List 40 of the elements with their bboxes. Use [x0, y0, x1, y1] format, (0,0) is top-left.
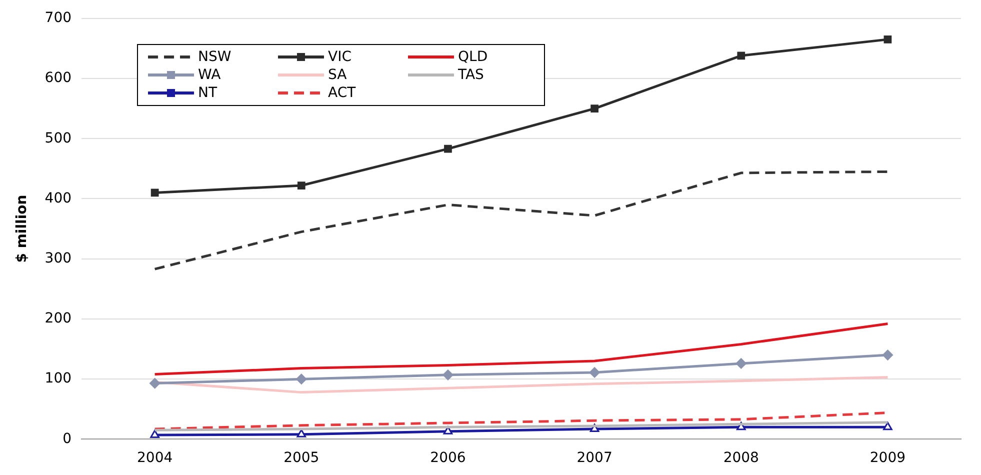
- x-tick-label: 2008: [723, 450, 759, 466]
- point: [737, 52, 746, 60]
- y-tick-label: 200: [44, 310, 72, 327]
- legend-label: TAS: [458, 67, 484, 83]
- point: [150, 378, 160, 389]
- point: [442, 370, 454, 380]
- point: [150, 188, 159, 197]
- x-tick-label: 2006: [430, 450, 466, 466]
- point: [150, 430, 160, 438]
- y-tick-label: 400: [44, 190, 72, 206]
- point: [444, 144, 452, 153]
- y-tick-label: 0: [62, 430, 72, 447]
- point: [296, 374, 307, 384]
- point: [882, 350, 893, 360]
- x-tick-label: 2004: [136, 450, 173, 466]
- point: [884, 36, 892, 44]
- y-tick-label: 700: [44, 10, 72, 26]
- point: [736, 358, 746, 369]
- legend-label: VIC: [328, 49, 352, 65]
- legend-label: NSW: [198, 49, 232, 65]
- y-tick-label: 100: [44, 370, 72, 387]
- y-tick-label: 300: [44, 250, 72, 266]
- point: [296, 429, 306, 438]
- y-axis-title: $ million: [14, 194, 30, 263]
- point: [297, 182, 306, 190]
- legend-label: WA: [198, 67, 221, 83]
- x-tick-label: 2007: [576, 450, 612, 466]
- line-series: [154, 170, 889, 270]
- y-tick-label: 500: [44, 130, 72, 146]
- legend-label: SA: [328, 67, 347, 83]
- point: [590, 104, 598, 113]
- point: [883, 422, 892, 430]
- point: [589, 367, 600, 378]
- legend-label: QLD: [458, 49, 488, 65]
- x-tick-label: 2009: [870, 450, 906, 466]
- point: [443, 426, 453, 434]
- x-tick-label: 2005: [284, 450, 320, 466]
- legend-label: NT: [198, 85, 218, 101]
- y-tick-label: 600: [44, 70, 72, 86]
- legend-label: ACT: [328, 85, 356, 101]
